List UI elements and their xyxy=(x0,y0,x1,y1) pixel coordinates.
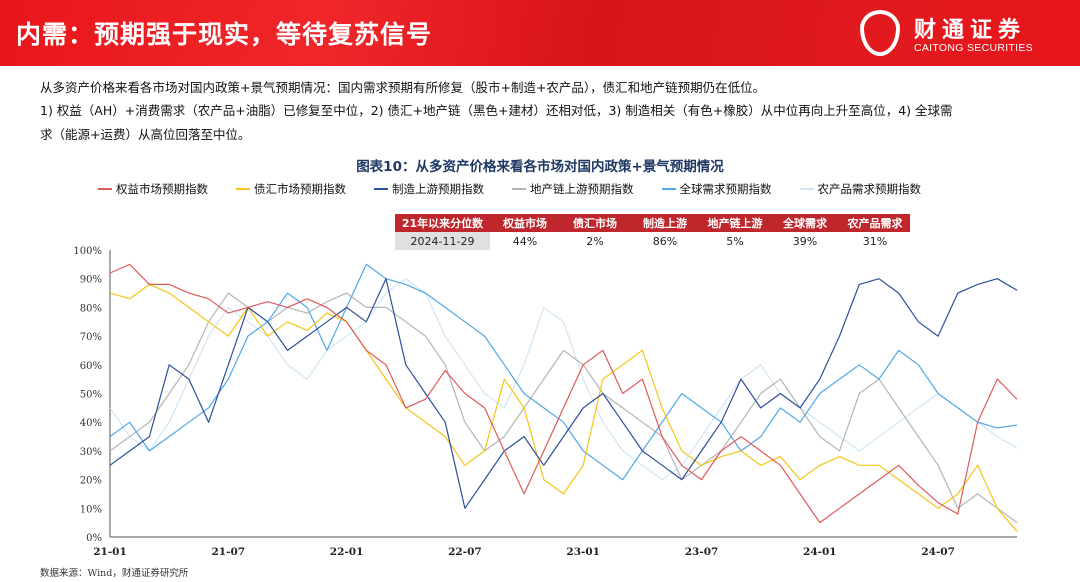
logo-mark-icon xyxy=(860,10,900,56)
legend-label: 农产品需求预期指数 xyxy=(817,182,922,196)
x-tick-label: 22-07 xyxy=(448,546,482,558)
legend-item: 债汇市场预期指数 xyxy=(236,181,346,197)
legend: 权益市场预期指数 债汇市场预期指数 制造上游预期指数 地产链上游预期指数 全球需求预期指… xyxy=(98,181,949,197)
caitong-logo: 财通证券 CAITONG SECURITIES xyxy=(860,10,1060,58)
x-tick-label: 21-07 xyxy=(212,546,246,558)
y-tick-label: 30% xyxy=(80,447,102,458)
y-tick-label: 90% xyxy=(80,275,102,286)
logo-cn: 财通证券 xyxy=(914,18,1027,43)
table-cell: 86% xyxy=(652,234,678,248)
y-tick-label: 40% xyxy=(80,418,102,429)
series-line-0 xyxy=(109,263,1018,524)
y-tick-label: 10% xyxy=(80,504,102,515)
source-note: 数据来源：Wind，财通证券研究所 xyxy=(40,568,189,579)
table-cell: 39% xyxy=(792,234,818,248)
legend-label: 债汇市场预期指数 xyxy=(254,182,346,196)
legend-label: 全球需求预期指数 xyxy=(679,182,772,196)
x-tick-label: 24-07 xyxy=(921,546,955,558)
x-tick-label: 23-01 xyxy=(566,546,600,558)
legend-swatch xyxy=(236,188,250,190)
table-header: 全球需求 xyxy=(770,214,840,232)
y-tick-label: 100% xyxy=(73,246,102,257)
table-header: 权益市场 xyxy=(490,214,560,232)
table-cell: 5% xyxy=(726,234,744,248)
y-tick-label: 20% xyxy=(80,476,102,487)
table-header: 地产链上游 xyxy=(700,214,770,232)
series-line-1 xyxy=(109,283,1018,532)
table-cell: 2% xyxy=(586,234,604,248)
series-line-4 xyxy=(109,263,1018,481)
page-title: 内需：预期强于现实，等待复苏信号 xyxy=(16,20,433,49)
x-tick-label: 21-01 xyxy=(93,546,127,558)
table-header: 制造上游 xyxy=(630,214,700,232)
summary-line-2: 1) 权益（AH）+消费需求（农产品+油脂）已修复至中位，2) 债汇+地产链（黑… xyxy=(40,103,953,118)
table-header-row: 21年以来分位数 权益市场 债汇市场 制造上游 地产链上游 全球需求 农产品需求 xyxy=(395,214,910,232)
percentile-table: 21年以来分位数 权益市场 债汇市场 制造上游 地产链上游 全球需求 农产品需求… xyxy=(395,214,910,250)
table-row: 2024-11-29 44% 2% 86% 5% 39% 31% xyxy=(395,232,910,250)
table-header: 21年以来分位数 xyxy=(395,214,490,232)
x-tick-label: 24-01 xyxy=(803,546,837,558)
y-tick-label: 80% xyxy=(80,303,102,314)
y-tick-label: 0% xyxy=(86,533,102,544)
legend-swatch xyxy=(661,188,676,190)
legend-label: 制造上游预期指数 xyxy=(392,182,484,196)
y-tick-label: 70% xyxy=(80,332,102,343)
logo-en: CAITONG SECURITIES xyxy=(914,42,1033,54)
legend-item: 权益市场预期指数 xyxy=(98,181,208,197)
legend-swatch xyxy=(512,188,526,190)
y-tick-label: 60% xyxy=(80,361,102,372)
chart-title: 图表10：从多资产价格来看各市场对国内政策+景气预期情况 xyxy=(356,159,724,175)
table-header: 农产品需求 xyxy=(840,214,910,232)
series-line-5 xyxy=(109,278,1018,481)
legend-label: 权益市场预期指数 xyxy=(116,182,208,196)
header-banner: 内需：预期强于现实，等待复苏信号 财通证券 CAITONG SECURITIES xyxy=(0,0,1080,66)
y-tick-label: 50% xyxy=(80,390,102,401)
legend-item: 制造上游预期指数 xyxy=(374,181,484,197)
legend-swatch xyxy=(799,188,814,190)
legend-item: 地产链上游预期指数 xyxy=(512,181,634,197)
summary-line-3: 求（能源+运费）从高位回落至中位。 xyxy=(40,127,251,142)
table-cell: 44% xyxy=(512,234,538,248)
table-cell-date: 2024-11-29 xyxy=(395,232,490,250)
legend-label: 地产链上游预期指数 xyxy=(530,182,634,196)
legend-item: 农产品需求预期指数 xyxy=(799,181,922,197)
x-tick-label: 22-01 xyxy=(330,546,364,558)
series-line-2 xyxy=(109,278,1018,509)
summary-line-1: 从多资产价格来看各市场对国内政策+景气预期情况：国内需求预期有所修复（股市+制造… xyxy=(40,80,766,95)
legend-swatch xyxy=(98,188,112,190)
legend-item: 全球需求预期指数 xyxy=(661,181,772,197)
x-tick-label: 23-07 xyxy=(685,546,719,558)
table-cell: 31% xyxy=(862,234,888,248)
legend-swatch xyxy=(374,188,388,190)
table-header: 债汇市场 xyxy=(560,214,630,232)
